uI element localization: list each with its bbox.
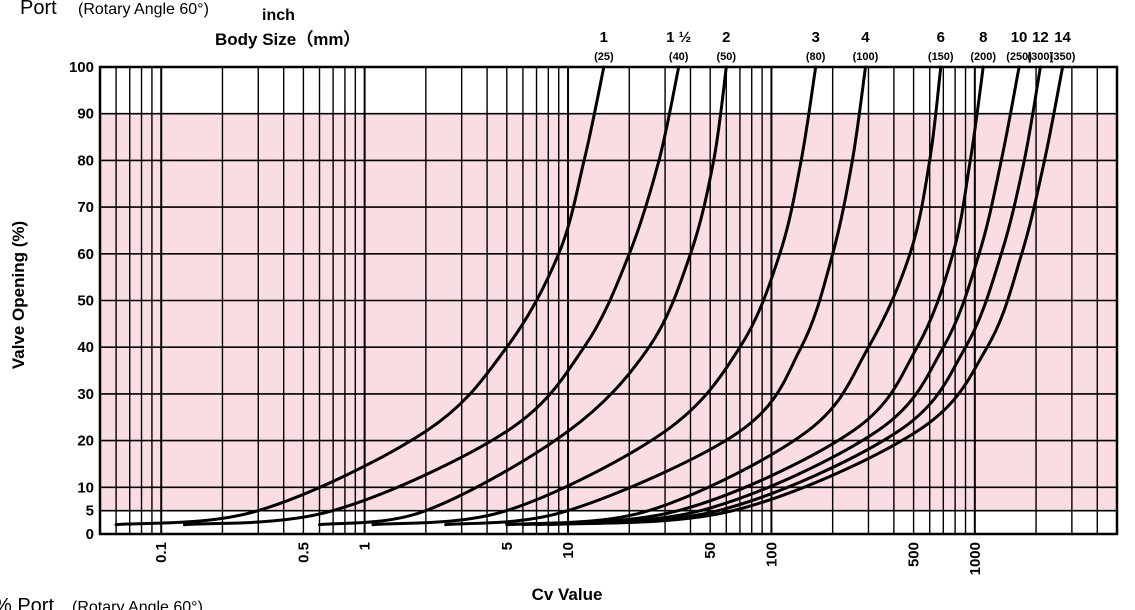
plot-frame: [98, 65, 1119, 536]
body-size-inch: 1 ½: [666, 29, 691, 46]
body-size-mm: (40): [669, 51, 689, 63]
series-curve-6: [505, 65, 943, 527]
y-tick-label: 100: [69, 59, 94, 76]
y-tick-label: 20: [77, 433, 94, 450]
series-curve-2: [318, 65, 728, 527]
body-size-mm: (250): [1006, 51, 1032, 63]
x-tick-label: 5: [499, 542, 516, 550]
x-axis-label: Cv Value: [532, 585, 603, 604]
body-size-mm: (25): [594, 51, 614, 63]
x-tick-label: 100: [763, 542, 780, 567]
y-tick-label: 50: [77, 293, 94, 310]
body-size-inch: 8: [979, 29, 987, 46]
body-size-mm: (200): [970, 51, 996, 63]
body-size-labels: 1 (25) 1 ½ (40) 2 (50) 3 (80) 4 (100) 6 (150) 8 (200)…: [594, 29, 1076, 63]
body-size-inch: 4: [861, 29, 870, 46]
series-curve-3: [371, 65, 818, 527]
y-axis-label: Valve Opening (%): [9, 221, 28, 369]
y-tick-label: 5: [86, 503, 94, 520]
body-size-mm: (300): [1028, 51, 1054, 63]
y-tick-label: 80: [77, 152, 94, 169]
body-size-inch: 1: [600, 29, 608, 46]
body-size-inch: 2: [722, 29, 730, 46]
x-tick-label: 1: [357, 542, 374, 550]
y-tick-label: 40: [77, 339, 94, 356]
x-tick-label: 10: [560, 542, 577, 559]
y-tick-label: 60: [77, 246, 94, 263]
series-curve-1: [114, 65, 606, 527]
header-fragment-sub: (Rotary Angle 60°): [78, 1, 209, 18]
x-tick-label: 1000: [967, 542, 984, 575]
body-size-label: Body Size（mm）: [215, 29, 360, 49]
body-size-mm: (80): [806, 51, 826, 63]
y-tick-label: 90: [77, 106, 94, 123]
curves: [114, 65, 1065, 527]
body-size-mm: (100): [853, 51, 879, 63]
body-size-inch: 10: [1011, 29, 1028, 46]
series-curve-10: [521, 65, 1021, 527]
x-tick-labels: 0.1 0.5 1 5 10 50 100 500 1000: [153, 542, 984, 575]
header-fragment: Port: [20, 0, 57, 19]
x-tick-label: 50: [702, 542, 719, 559]
series-curve-1½: [182, 65, 681, 527]
y-tick-labels: 0 5 10 20 30 40 50 60 70 80 90 100: [69, 59, 94, 543]
shaded-band: [100, 113, 1117, 511]
series-curve-12: [535, 65, 1042, 527]
series-curve-14: [546, 65, 1065, 527]
y-tick-label: 10: [77, 479, 94, 496]
body-size-mm: (350): [1050, 51, 1076, 63]
series-curve-4: [444, 65, 867, 527]
x-tick-label: 0.5: [295, 542, 312, 563]
body-size-inch: 3: [811, 29, 819, 46]
body-size-mm: (50): [717, 51, 737, 63]
body-size-inch: 14: [1054, 29, 1071, 46]
inch-label: inch: [262, 7, 295, 24]
footer-fragment: % Port: [0, 595, 54, 610]
body-size-mm: (150): [928, 51, 954, 63]
body-size-inch: 12: [1032, 29, 1049, 46]
x-tick-label: 500: [906, 542, 923, 567]
x-tick-label: 0.1: [153, 542, 170, 563]
y-tick-label: 30: [77, 386, 94, 403]
footer-fragment-sub: (Rotary Angle 60°): [72, 599, 203, 610]
body-size-inch: 6: [937, 29, 945, 46]
y-tick-label: 70: [77, 199, 94, 216]
y-tick-label: 0: [86, 526, 94, 543]
series-curve-8: [505, 65, 985, 527]
